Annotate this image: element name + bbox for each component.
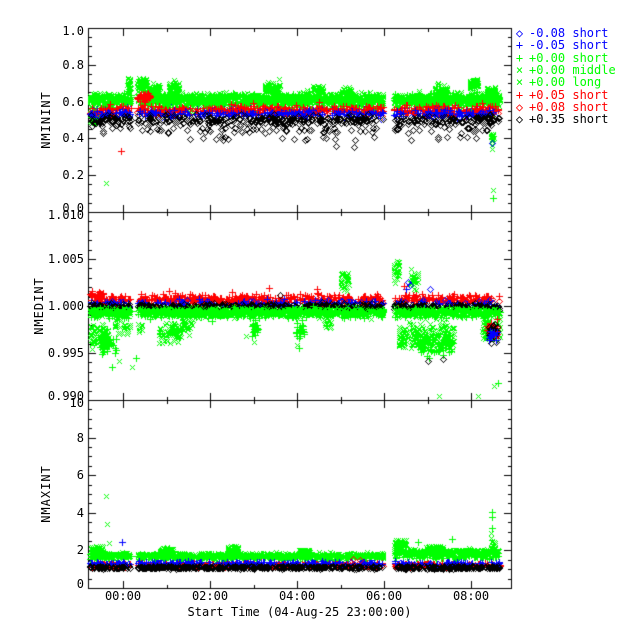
legend-label: +0.05 short — [529, 87, 609, 102]
y-tick-label: 1.000 — [47, 299, 84, 313]
y-tick-label: 10 — [69, 396, 84, 410]
legend-item: × +0.00 middle — [512, 62, 616, 77]
legend-label: +0.00 middle — [529, 62, 616, 77]
y-tick-label: 1.010 — [47, 208, 84, 222]
legend-label: -0.08 short — [529, 26, 609, 40]
legend-item: + -0.05 short — [512, 38, 609, 53]
diamond-symbol-icon: ◇ — [515, 99, 524, 114]
diamond-symbol-icon: ◇ — [515, 26, 524, 40]
y-tick-label: 4 — [76, 506, 84, 520]
legend-label: +0.35 short — [529, 112, 609, 127]
legend-item: ◇ +0.08 short — [512, 99, 609, 114]
x-tick-label: 06:00 — [365, 589, 403, 603]
y-tick-label: 1.005 — [47, 252, 84, 266]
y-tick-label: 6 — [76, 468, 84, 482]
y-tick-label: 0.995 — [47, 346, 84, 360]
y-tick-label: 2 — [76, 543, 84, 557]
y-tick-label: 0.6 — [62, 95, 84, 109]
plus-symbol-icon: + — [515, 38, 524, 53]
x-tick-label: 04:00 — [278, 589, 316, 603]
legend-label: +0.08 short — [529, 99, 609, 114]
y-tick-label: 0.4 — [62, 131, 84, 145]
legend-item: ◇ +0.35 short — [512, 112, 609, 127]
x-tick-label: 02:00 — [191, 589, 229, 603]
x-tick-label: 08:00 — [452, 589, 490, 603]
cross-symbol-icon: × — [515, 62, 524, 77]
y-tick-label: 1.0 — [62, 24, 84, 38]
legend-label: +0.00 long — [529, 75, 602, 90]
cross-symbol-icon: × — [515, 75, 524, 90]
y-tick-label: 0.0 — [62, 201, 84, 215]
legend-item: × +0.00 long — [512, 76, 601, 89]
y-axis-title-nmaxint: NMAXINT — [39, 465, 53, 523]
diamond-symbol-icon: ◇ — [515, 112, 524, 127]
plus-symbol-icon: + — [515, 50, 524, 65]
plus-symbol-icon: + — [515, 87, 524, 102]
y-tick-label: 0.8 — [62, 58, 84, 72]
x-axis-title: Start Time (04-Aug-25 23:00:00) — [187, 605, 412, 619]
legend-item: + +0.00 short — [512, 50, 609, 65]
legend: ◇ -0.08 short + -0.05 short + +0.00 short × +0.… — [511, 0, 640, 140]
legend-label: +0.00 short — [529, 50, 609, 65]
legend-item: + +0.05 short — [512, 87, 609, 102]
y-tick-label: 0 — [76, 577, 84, 591]
y-tick-label: 0.990 — [47, 389, 84, 403]
y-tick-label: 0.2 — [62, 168, 84, 182]
legend-item: ◇ -0.08 short — [512, 26, 609, 40]
legend-label: -0.05 short — [529, 38, 609, 53]
x-tick-label: 00:00 — [104, 589, 142, 603]
y-tick-label: 8 — [76, 431, 84, 445]
